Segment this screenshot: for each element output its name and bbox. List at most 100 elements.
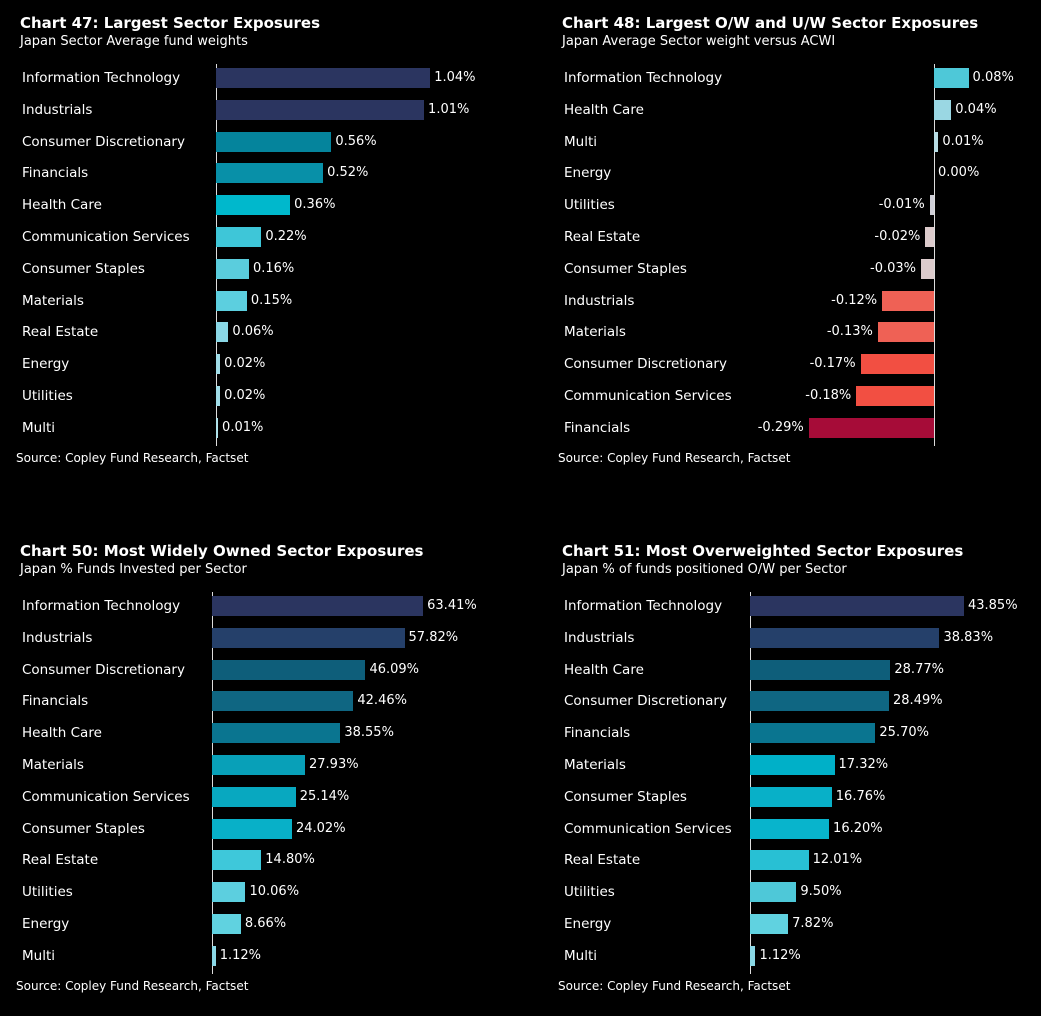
bar [216,354,221,375]
data-label: 63.41% [427,598,477,613]
data-label: 1.12% [219,947,262,963]
category-label: Real Estate [564,852,641,869]
category-label: Information Technology [22,598,181,614]
bar [216,258,249,279]
data-label: 7.82% [792,916,834,931]
data-label: -0.13% [826,324,873,340]
category-label: Multi [564,133,597,150]
data-label: 0.08% [972,70,1014,85]
bar [212,914,241,934]
bar [212,755,305,775]
category-label: Information Technology [564,70,723,86]
bar [750,627,940,648]
bar [216,417,219,438]
data-label: 25.70% [879,725,929,741]
data-label: -0.12% [831,292,878,308]
data-label: 0.02% [224,388,266,403]
data-label: 0.02% [224,356,266,372]
category-label: Health Care [22,725,102,742]
category-label: Consumer Staples [22,820,145,837]
data-label: 38.55% [344,725,394,741]
bar [212,627,405,648]
bar [750,723,876,744]
bar [856,386,934,406]
data-label: -0.29% [757,419,804,435]
bar [216,131,332,152]
bar [216,68,431,88]
chart-source: Source: Copley Fund Research, Factset [558,451,791,465]
data-label: 0.01% [222,419,264,435]
bar [882,290,934,311]
bar [934,131,939,152]
bar [750,659,891,680]
bar [750,882,797,903]
bar [934,68,969,88]
chart-title: Chart 47: Largest Sector Exposures [20,14,321,32]
category-label: Consumer Staples [564,260,687,277]
category-label: Consumer Staples [564,788,687,805]
data-label: 42.46% [357,693,407,709]
chart-subtitle: Japan % of funds positioned O/W per Sect… [562,562,847,577]
category-label: Health Care [564,661,644,678]
category-label: Energy [22,356,70,373]
data-label: 0.56% [335,133,377,149]
chart-subtitle: Japan Average Sector weight versus ACWI [562,34,836,49]
bar [750,945,756,966]
data-label: 0.00% [938,165,980,181]
category-label: Consumer Discretionary [22,133,185,150]
data-label: 27.93% [309,757,359,772]
bar [750,850,809,871]
category-label: Utilities [564,197,615,214]
category-label: Communication Services [564,820,732,837]
data-label: -0.01% [878,197,925,213]
data-label: 28.77% [894,661,944,677]
category-label: Utilities [22,884,73,901]
data-label: -0.18% [805,388,852,403]
data-label: 10.06% [249,884,300,900]
category-label: Health Care [22,197,102,214]
bar [750,818,830,839]
axis-line [216,64,217,446]
category-label: Consumer Staples [22,260,145,277]
category-label: Real Estate [22,852,99,869]
category-label: Materials [564,324,626,341]
category-label: Industrials [564,629,635,646]
data-label: 12.01% [812,852,863,868]
bar [216,290,247,311]
data-label: 1.12% [759,947,801,963]
data-label: 57.82% [408,629,459,645]
category-label: Financials [564,419,631,436]
bar [216,322,229,343]
bar [212,945,216,966]
bar [216,99,425,120]
bar [750,914,789,934]
category-label: Consumer Discretionary [22,661,185,678]
bar [212,882,246,903]
bar [212,723,341,744]
bar [216,163,324,184]
category-label: Communication Services [22,229,190,245]
category-label: Materials [564,757,626,773]
bar [750,786,832,807]
chart-subtitle: Japan Sector Average fund weights [20,34,248,49]
category-label: Real Estate [22,324,99,341]
data-label: 1.01% [428,101,470,117]
bar [860,354,934,375]
axis-line [934,64,935,446]
chart-title: Chart 50: Most Widely Owned Sector Expos… [20,542,424,560]
chart-source: Source: Copley Fund Research, Factset [16,451,249,465]
bar [925,227,934,247]
category-label: Industrials [564,292,635,309]
data-label: 0.16% [252,260,295,276]
category-label: Utilities [22,388,73,404]
category-label: Energy [564,165,612,182]
data-label: 0.06% [232,324,274,340]
chart-47: Chart 47: Largest Sector Exposures Japan … [16,12,496,482]
bar [212,818,292,839]
category-label: Financials [22,165,89,182]
category-label: Consumer Discretionary [564,693,727,710]
category-label: Utilities [564,884,615,901]
bar [216,386,221,406]
chart-title: Chart 48: Largest O/W and U/W Sector Exp… [562,14,979,32]
category-label: Industrials [22,629,93,646]
